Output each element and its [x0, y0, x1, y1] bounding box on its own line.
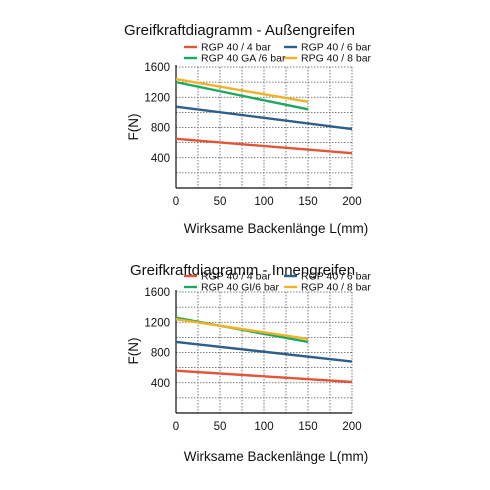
y-tick-label: 1600 [144, 62, 170, 74]
y-tick-label: 400 [151, 153, 170, 165]
legend-label: RGP 40 GI/6 bar [201, 282, 280, 294]
x-tick-label: 200 [342, 421, 361, 433]
series-line [175, 105, 353, 131]
x-axis-title: Wirksame Backenlänge L(mm) [184, 449, 369, 464]
y-tick-label: 800 [151, 348, 170, 360]
grid [176, 66, 353, 188]
series-line [175, 340, 353, 363]
x-tick-label: 50 [214, 421, 227, 433]
legend-label: RGP 40 / 8 bar [301, 282, 371, 294]
x-tick-label: 0 [173, 421, 179, 433]
x-tick-label: 200 [342, 196, 361, 208]
y-tick-label: 1200 [144, 92, 170, 104]
series-line [175, 369, 353, 384]
y-tick-label: 400 [151, 378, 170, 390]
series-line [175, 77, 309, 103]
y-tick-label: 800 [151, 123, 170, 135]
chart-svg: 400 800 1200 1600 0 50 100 150 200 Wirksame Backe… [126, 271, 371, 465]
chart-aussengreifen: Greifkraftdiagramm - Außengreifen 400 800… [124, 22, 372, 237]
series-line [175, 137, 353, 155]
legend-label: RGP 40 / 4 bar [201, 271, 271, 283]
y-tick-label: 1200 [144, 317, 170, 329]
y-tick-label: 1600 [144, 287, 170, 299]
y-axis-title: F(N) [126, 114, 141, 141]
chart-title: Greifkraftdiagramm - Außengreifen [124, 22, 355, 39]
series-line [175, 80, 309, 111]
x-axis-title: Wirksame Backenlänge L(mm) [184, 221, 369, 236]
x-tick-label: 50 [214, 196, 227, 208]
grid [176, 291, 353, 413]
legend-label: RGP 40 / 6 bar [301, 271, 371, 283]
chart-svg: 400 800 1200 1600 0 50 100 150 200 Wirksame Backe… [126, 42, 372, 237]
legend-label: RGP 40 / 4 bar [201, 42, 271, 54]
y-axis-title: F(N) [126, 338, 141, 365]
x-tick-label: 0 [173, 196, 179, 208]
x-tick-label: 100 [254, 421, 273, 433]
x-tick-label: 150 [298, 421, 317, 433]
chart-innengreifen: Greifkraftdiagramm - Innengreifen 400 800… [0, 250, 490, 490]
x-tick-label: 150 [298, 196, 317, 208]
series-line [175, 318, 309, 341]
legend-label: RPG 40 / 8 bar [301, 53, 372, 65]
x-tick-label: 100 [254, 196, 273, 208]
legend-label: RGP 40 GA /6 bar [201, 53, 286, 65]
legend-label: RGP 40 / 6 bar [301, 42, 371, 54]
chart-title: Greifkraftdiagramm - Innengreifen [130, 262, 356, 279]
